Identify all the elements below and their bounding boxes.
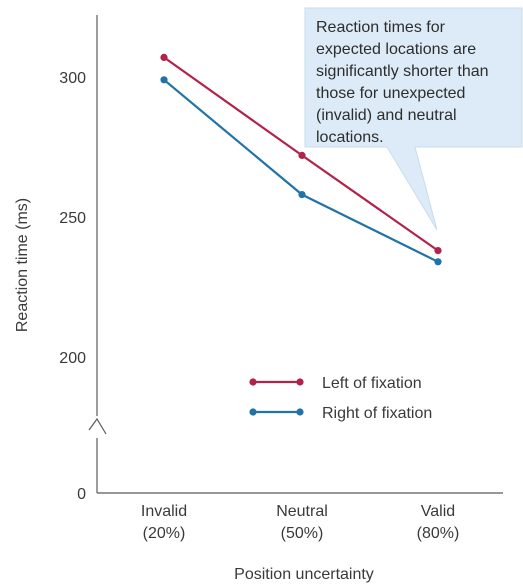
y-tick-label-0: 0 [77,486,86,503]
axis-layer [88,15,503,494]
series-layer [160,53,442,266]
legend-point-end-0 [296,378,304,386]
y-tick-label-200: 200 [59,350,86,367]
legend-label-1: Right of fixation [322,405,432,422]
y-tick-label-250: 250 [59,210,86,227]
x-tick-label-1: Neutral (50%) [276,503,328,542]
series-point-1-1 [298,191,306,199]
annotation-callout: Reaction times for expected locations are… [304,7,523,231]
x-tick-label-0: Invalid (20%) [141,503,187,542]
series-point-0-2 [434,247,442,255]
series-point-0-0 [160,53,168,62]
x-axis-title: Position uncertainty [234,566,374,583]
legend-point-start-1 [249,408,257,416]
series-point-0-1 [298,151,306,159]
y-axis-break [88,417,107,435]
annotation-bubble [304,7,523,231]
series-point-1-2 [434,258,442,266]
legend: Left of fixation Right of fixation [249,375,432,422]
legend-point-end-1 [296,408,304,416]
y-axis-title: Reaction time (ms) [14,198,31,332]
annotation-text: Reaction times for expected locations are… [316,19,489,146]
legend-label-0: Left of fixation [322,375,422,392]
x-tick-label-2: Valid (80%) [417,503,460,542]
series-point-1-0 [160,76,168,84]
legend-point-start-0 [249,378,257,386]
y-tick-label-300: 300 [59,70,86,87]
label-layer: 0 200 250 300 Invalid (20%) Neutral (50%) Valid(… [14,70,459,583]
